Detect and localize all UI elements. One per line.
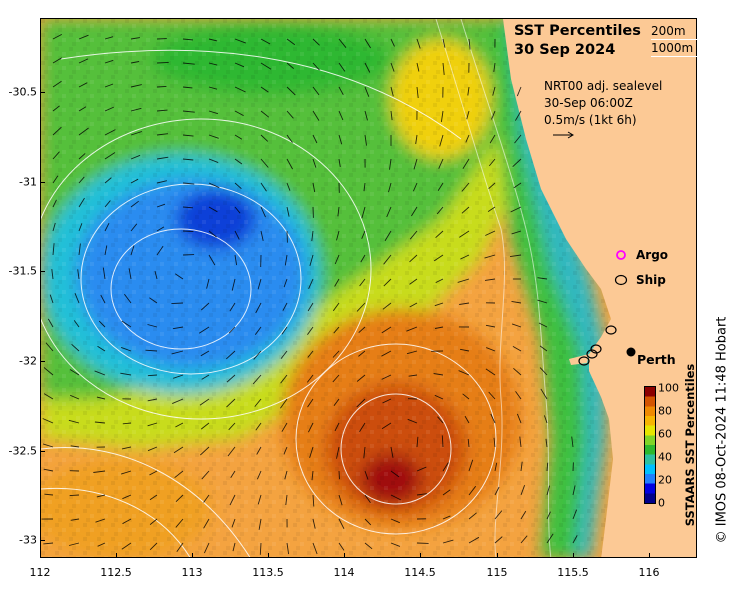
y-tick-label: -31.5 (8, 264, 37, 278)
x-tick-label: 115 (486, 566, 508, 579)
y-tick-label: -30.5 (8, 85, 37, 99)
contour-key-1000m: 1000m (651, 41, 694, 55)
colorbar-tick-label: 40 (658, 450, 672, 464)
x-tick-mark (420, 553, 421, 558)
y-tick-label: -32.5 (8, 444, 37, 458)
x-tick-mark (268, 553, 269, 558)
x-tick-mark (192, 553, 193, 558)
colorbar-tick-label: 100 (658, 381, 679, 395)
x-tick-mark (649, 553, 650, 558)
y-tick-mark (40, 271, 45, 272)
legend-argo: Argo (636, 248, 669, 262)
x-tick-label: 115.5 (557, 566, 589, 579)
contour-key-200m-line (651, 39, 697, 40)
current-scale: 0.5m/s (1kt 6h) (544, 113, 637, 127)
colorbar-title: SSTAARS SST Percentiles (683, 363, 697, 527)
x-tick-label: 112.5 (100, 566, 132, 579)
colorbar-tick-label: 60 (658, 427, 672, 441)
x-tick-mark (497, 553, 498, 558)
y-tick-mark (40, 451, 45, 452)
current-info: NRT00 adj. sealevel 30-Sep 06:00Z 0.5m/s… (544, 78, 662, 129)
colorbar-tick-label: 80 (658, 404, 672, 418)
argo-legend-marker (616, 250, 626, 260)
credit-text: © IMOS 08-Oct-2024 11:48 Hobart (714, 316, 730, 544)
perth-marker (626, 347, 636, 357)
map-title: SST Percentiles 30 Sep 2024 (514, 22, 641, 60)
x-tick-label: 112 (29, 566, 51, 579)
contour-key-1000m-line (651, 56, 697, 57)
y-tick-mark (40, 540, 45, 541)
current-time: 30-Sep 06:00Z (544, 96, 633, 110)
x-tick-label: 114.5 (404, 566, 436, 579)
current-source: NRT00 adj. sealevel (544, 79, 663, 93)
ship-track (578, 325, 617, 366)
legend-ship: Ship (636, 273, 666, 287)
x-tick-label: 114 (333, 566, 355, 579)
y-tick-label: -31 (19, 175, 37, 189)
x-tick-mark (116, 553, 117, 558)
x-tick-label: 113 (181, 566, 203, 579)
y-tick-mark (40, 361, 45, 362)
scale-arrow-icon (553, 131, 574, 139)
x-tick-mark (344, 553, 345, 558)
y-tick-label: -32 (19, 354, 37, 368)
y-tick-label: -33 (19, 533, 37, 547)
colorbar-tick-label: 0 (658, 496, 665, 510)
title-date: 30 Sep 2024 (514, 42, 616, 58)
x-tick-label: 113.5 (252, 566, 284, 579)
y-tick-mark (40, 92, 45, 93)
y-tick-mark (40, 182, 45, 183)
colorbar (644, 386, 656, 504)
contour-key-200m: 200m (651, 24, 686, 38)
title-line1: SST Percentiles (514, 23, 641, 39)
x-tick-label: 116 (638, 566, 660, 579)
x-tick-mark (40, 553, 41, 558)
colorbar-tick-label: 20 (658, 473, 672, 487)
x-tick-mark (573, 553, 574, 558)
place-perth: Perth (637, 352, 676, 367)
ship-legend-marker (614, 274, 628, 286)
